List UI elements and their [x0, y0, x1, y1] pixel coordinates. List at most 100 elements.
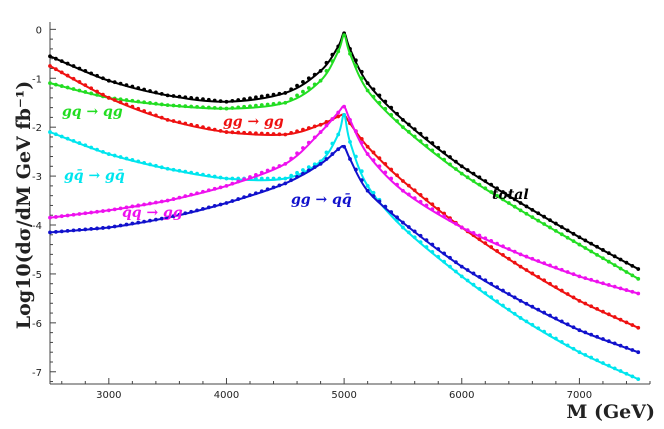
- data-point: [83, 227, 88, 232]
- data-point: [177, 212, 182, 217]
- data-point: [171, 119, 176, 123]
- data-point: [530, 215, 535, 220]
- data-point: [477, 274, 482, 279]
- data-point: [59, 59, 64, 64]
- data-point: [571, 325, 576, 330]
- data-point: [118, 155, 123, 159]
- data-point: [371, 194, 376, 198]
- data-point: [171, 214, 176, 219]
- data-point: [601, 248, 605, 252]
- data-point: [501, 244, 505, 249]
- data-point: [312, 162, 317, 167]
- data-point: [224, 106, 229, 111]
- data-point: [483, 186, 488, 191]
- data-point: [389, 113, 394, 117]
- data-point: [177, 168, 182, 173]
- data-point: [53, 82, 58, 87]
- data-point: [48, 54, 52, 59]
- data-point: [236, 98, 241, 102]
- data-point: [318, 78, 323, 83]
- data-point: [230, 98, 235, 103]
- data-point: [489, 239, 494, 243]
- data-point: [495, 299, 499, 304]
- data-point: [195, 124, 199, 128]
- data-point: [495, 249, 499, 253]
- data-point: [630, 323, 635, 327]
- data-point: [236, 179, 241, 184]
- data-point: [518, 264, 523, 269]
- data-point: [483, 241, 488, 246]
- data-point: [465, 228, 470, 233]
- data-point: [183, 104, 188, 109]
- data-point: [448, 264, 452, 269]
- data-point: [283, 132, 288, 137]
- data-point: [206, 126, 211, 131]
- data-point: [448, 255, 452, 260]
- data-point: [442, 214, 447, 219]
- data-point: [171, 197, 176, 201]
- data-point: [489, 295, 494, 300]
- data-point: [353, 167, 358, 172]
- data-point: [230, 176, 235, 181]
- data-point: [142, 109, 147, 113]
- data-point: [171, 167, 176, 172]
- data-point: [312, 135, 317, 140]
- data-point: [465, 268, 470, 272]
- data-point: [548, 263, 552, 268]
- data-point: [89, 210, 94, 215]
- data-point: [395, 111, 399, 116]
- data-point: [495, 186, 499, 191]
- data-point: [489, 190, 494, 194]
- data-point: [48, 81, 52, 86]
- data-point: [271, 166, 276, 171]
- data-point: [65, 73, 70, 78]
- data-point: [401, 125, 405, 130]
- data-point: [595, 279, 599, 284]
- data-point: [371, 190, 376, 195]
- data-point: [77, 88, 82, 93]
- data-point: [71, 76, 76, 81]
- data-point: [148, 101, 152, 105]
- data-point: [195, 96, 199, 101]
- y-tick-label: -4: [32, 221, 42, 232]
- data-point: [612, 341, 617, 346]
- data-point: [524, 211, 529, 216]
- data-point: [436, 153, 441, 157]
- data-point: [512, 249, 517, 254]
- data-point: [636, 325, 641, 330]
- data-point: [589, 355, 594, 360]
- data-point: [412, 188, 417, 193]
- data-point: [89, 71, 94, 76]
- data-point: [418, 240, 423, 245]
- data-point: [377, 199, 382, 204]
- data-point: [242, 130, 247, 135]
- data-point: [242, 104, 247, 109]
- data-point: [271, 92, 276, 97]
- data-point: [259, 94, 264, 99]
- data-point: [512, 197, 517, 202]
- data-point: [83, 143, 88, 148]
- data-point: [330, 117, 335, 121]
- data-point: [453, 159, 458, 164]
- data-point: [153, 113, 158, 118]
- data-point: [236, 176, 241, 181]
- data-point: [583, 301, 588, 306]
- data-point: [442, 157, 447, 162]
- data-point: [277, 101, 282, 106]
- data-point: [283, 91, 288, 95]
- data-point: [224, 130, 229, 134]
- data-point: [477, 175, 482, 180]
- data-point: [542, 261, 547, 266]
- series-label: qq̄ → gg: [122, 205, 183, 221]
- data-point: [565, 228, 570, 233]
- data-point: [201, 125, 205, 130]
- data-point: [177, 120, 182, 125]
- data-point: [324, 150, 329, 155]
- data-point: [136, 203, 141, 208]
- data-point: [348, 139, 352, 144]
- data-point: [218, 99, 223, 104]
- data-point: [548, 281, 552, 286]
- data-point: [212, 127, 217, 132]
- data-point: [565, 270, 570, 274]
- data-point: [312, 124, 317, 129]
